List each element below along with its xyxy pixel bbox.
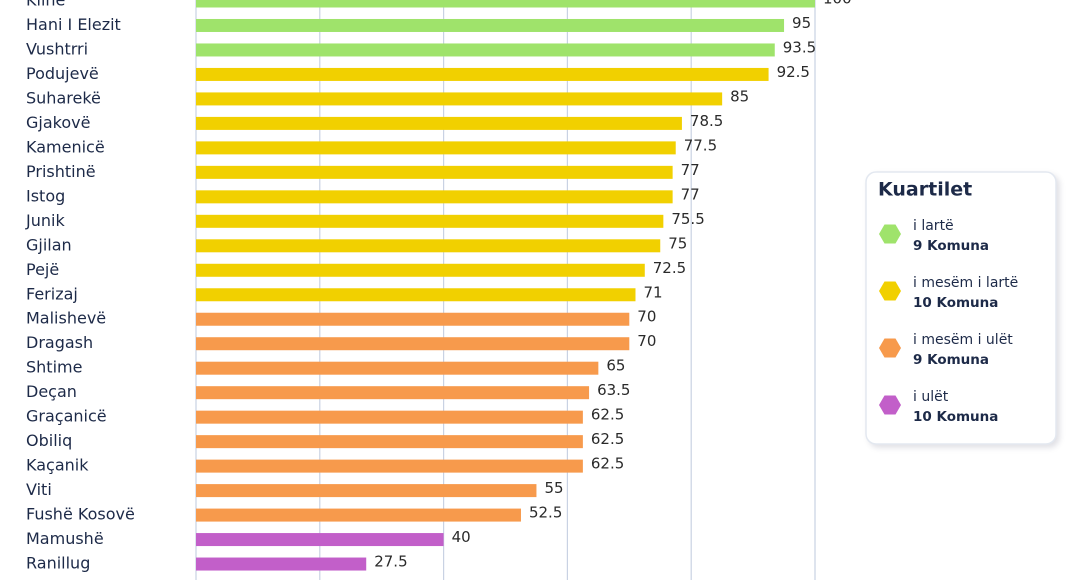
category-label: Deçan [26,382,77,401]
value-label: 62.5 [591,406,624,424]
value-label: 27.5 [374,553,407,571]
legend-swatch [879,395,901,415]
bar [196,533,444,547]
bar [196,0,815,8]
legend-swatch [879,281,901,301]
category-label: Prishtinë [26,162,96,181]
bar [196,18,785,32]
bar [196,67,769,81]
value-label: 100 [823,0,852,8]
bar [196,386,590,400]
value-label: 40 [452,528,471,546]
category-label: Gjilan [26,235,72,254]
bar [196,239,661,253]
value-label: 70 [637,332,656,350]
bar [196,337,630,351]
category-label: Pejë [26,260,59,279]
value-label: 65 [606,357,625,375]
value-label: 95 [792,14,811,32]
category-label: Fushë Kosovë [26,505,135,524]
category-label: Podujevë [26,64,99,83]
value-label: 52.5 [529,504,562,522]
category-label: Obiliq [26,431,72,450]
legend-count: 9 Komuna [913,352,989,368]
bar [196,557,367,571]
category-label: Graçanicë [26,407,107,426]
value-label: 85 [730,87,749,105]
value-label: 72.5 [653,259,686,277]
value-label: 70 [637,308,656,326]
category-label: Kaçanik [26,456,89,475]
bar [196,484,537,498]
bar [196,435,583,449]
bar [196,263,645,277]
value-label: 75.5 [671,210,704,228]
legend-swatch [879,224,901,244]
value-label: 92.5 [777,63,810,81]
value-label: 63.5 [597,381,630,399]
category-label: Junik [25,211,65,230]
category-label: Viti [26,480,52,499]
value-label: 77.5 [684,136,717,154]
bar [196,214,664,228]
legend-box [865,171,1057,445]
value-label: 78.5 [690,112,723,130]
bar [196,43,775,57]
value-label: 77 [681,185,700,203]
category-label: Vushtrri [26,39,88,58]
bar [196,92,723,106]
category-label: Ranillug [26,554,90,573]
value-label: 62.5 [591,455,624,473]
legend-label: i mesëm i lartë [913,275,1018,291]
bar [196,141,676,155]
category-label: Mamushë [26,529,104,548]
legend-count: 10 Komuna [913,409,998,425]
bar [196,312,630,326]
bar [196,508,521,522]
bar [196,190,673,204]
category-label: Gjakovë [26,113,90,132]
legend-swatch [879,338,901,358]
category-label: Kamenicë [26,137,105,156]
legend-count: 10 Komuna [913,295,998,311]
value-label: 62.5 [591,430,624,448]
bar [196,361,599,375]
category-label: Ferizaj [26,284,78,303]
category-label: Shtime [26,358,82,377]
bar [196,165,673,179]
legend-label: i mesëm i ulët [913,332,1013,348]
value-label: 55 [544,479,563,497]
legend-label: i lartë [913,218,954,234]
category-label: Hani I Elezit [26,15,121,34]
value-label: 93.5 [783,38,816,56]
bar [196,410,583,424]
legend-title: Kuartilet [878,179,972,201]
value-label: 71 [643,283,662,301]
category-label: Klinë [26,0,65,10]
bar [196,459,583,473]
value-label: 75 [668,234,687,252]
category-label: Suharekë [26,88,101,107]
category-label: Malishevë [26,309,106,328]
bar [196,116,682,130]
legend-label: i ulët [913,389,949,405]
bar [196,288,636,302]
category-label: Istog [26,186,65,205]
legend-count: 9 Komuna [913,238,989,254]
value-label: 77 [681,161,700,179]
category-label: Dragash [26,333,93,352]
